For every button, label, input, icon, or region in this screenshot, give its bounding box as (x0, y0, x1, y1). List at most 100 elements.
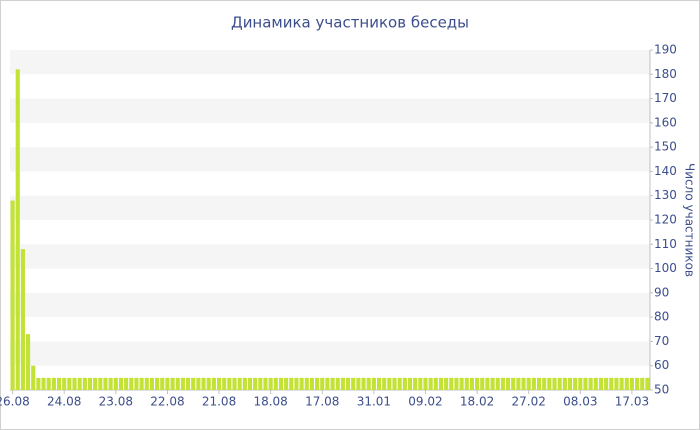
bar (490, 377, 495, 390)
bar (542, 377, 547, 390)
bar (387, 377, 392, 390)
y-tick-label: 100 (654, 261, 677, 275)
bar (139, 377, 144, 390)
grid-band (10, 195, 650, 220)
bar (62, 377, 67, 390)
bar (407, 377, 413, 390)
bar (216, 377, 222, 390)
x-tick-label: 27.02 (512, 395, 546, 409)
bar (557, 377, 562, 390)
y-tick-label: 120 (654, 213, 677, 227)
bar (593, 377, 598, 390)
bar (46, 377, 51, 390)
grid-band (10, 244, 650, 269)
bar (588, 377, 593, 390)
bar (268, 377, 273, 390)
bar (222, 377, 227, 390)
bar (635, 377, 640, 390)
y-tick-label: 150 (654, 140, 677, 154)
bar (392, 377, 397, 390)
bar (10, 200, 15, 390)
bar (149, 377, 154, 390)
x-tick-label: 18.08 (253, 395, 287, 409)
y-tick-label: 130 (654, 188, 677, 202)
bar (449, 377, 454, 390)
bar (31, 365, 36, 390)
bar (475, 377, 480, 390)
y-tick-label: 180 (654, 67, 677, 81)
bar (309, 377, 314, 390)
bar (87, 377, 93, 390)
bar (459, 377, 464, 390)
bar (170, 377, 175, 390)
bar (325, 377, 330, 390)
bar (567, 377, 573, 390)
bar (428, 377, 433, 390)
x-tick-label: 31.01 (357, 395, 391, 409)
bar (113, 377, 118, 390)
bar (382, 377, 387, 390)
bar (165, 377, 170, 390)
bar (423, 377, 428, 390)
bar (98, 377, 103, 390)
bar (418, 377, 423, 390)
bar (103, 377, 108, 390)
bar (351, 377, 356, 390)
bar (619, 377, 624, 390)
x-tick-label: 21.08 (202, 395, 236, 409)
bar (51, 377, 56, 390)
y-tick-label: 90 (654, 285, 669, 299)
bar (247, 377, 253, 390)
x-tick-label: 23.08 (99, 395, 133, 409)
bar (335, 377, 340, 390)
bar (72, 377, 77, 390)
bar (598, 377, 604, 390)
bar (552, 377, 557, 390)
bar (273, 377, 278, 390)
bar (118, 377, 124, 390)
y-tick-label: 70 (654, 334, 669, 348)
y-tick-label: 50 (654, 383, 669, 397)
bar (278, 377, 284, 390)
bar (356, 377, 361, 390)
y-tick-label: 80 (654, 310, 669, 324)
grid-band (10, 50, 650, 75)
x-tick-label: 22.08 (150, 395, 184, 409)
bar (371, 377, 376, 390)
bar (624, 377, 629, 390)
x-tick-label: 08.03 (563, 395, 597, 409)
bar (263, 377, 268, 390)
bar (480, 377, 485, 390)
bar (531, 377, 536, 390)
bar (562, 377, 567, 390)
bar (56, 377, 62, 390)
bar (397, 377, 402, 390)
x-tick-label: 17.03 (615, 395, 649, 409)
bar (155, 377, 160, 390)
bar (144, 377, 149, 390)
bar (211, 377, 216, 390)
bar (41, 377, 46, 390)
x-tick-label: 18.02 (460, 395, 494, 409)
y-tick-label: 160 (654, 115, 677, 129)
grid-band (10, 341, 650, 366)
grid-band (10, 147, 650, 172)
bar (604, 377, 609, 390)
bar (227, 377, 232, 390)
bar (201, 377, 206, 390)
bar (506, 377, 511, 390)
bar (521, 377, 526, 390)
bar (573, 377, 578, 390)
bar (196, 377, 201, 390)
bar (629, 377, 634, 390)
bar (253, 377, 258, 390)
x-tick-label: 09.02 (408, 395, 442, 409)
bar (500, 377, 505, 390)
x-tick-label: 24.08 (47, 395, 81, 409)
bar (536, 377, 542, 390)
bar (402, 377, 407, 390)
bar (464, 377, 469, 390)
bar (454, 377, 459, 390)
